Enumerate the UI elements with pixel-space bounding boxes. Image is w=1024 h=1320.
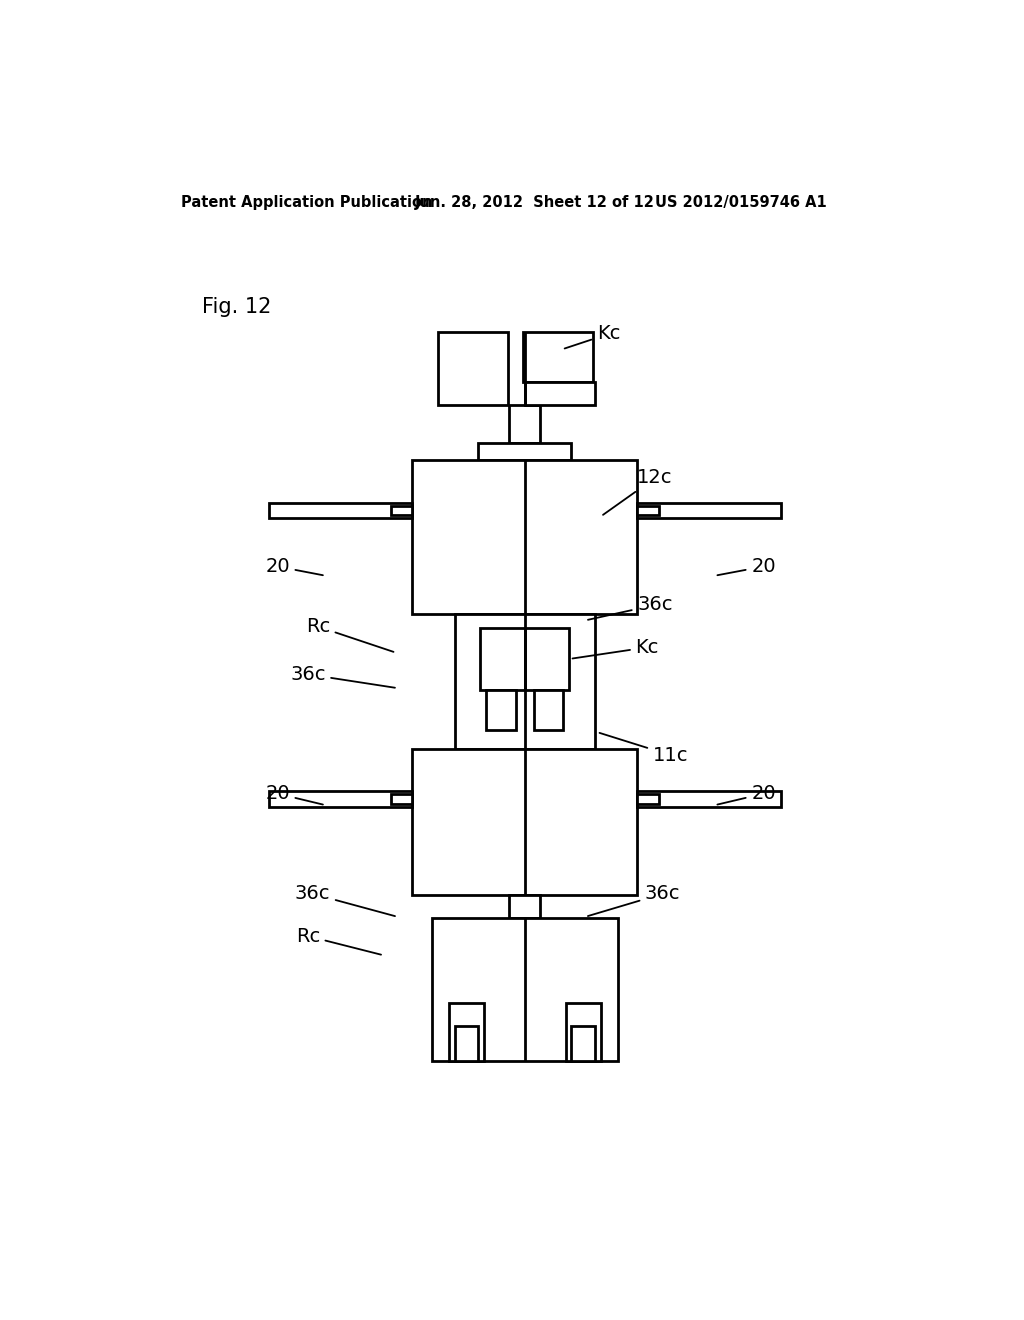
Bar xyxy=(523,331,593,381)
Bar xyxy=(455,614,595,748)
Text: US 2012/0159746 A1: US 2012/0159746 A1 xyxy=(655,195,826,210)
Bar xyxy=(478,444,571,461)
Bar xyxy=(438,331,508,405)
Text: Jun. 28, 2012  Sheet 12 of 12: Jun. 28, 2012 Sheet 12 of 12 xyxy=(415,195,654,210)
Bar xyxy=(269,503,413,517)
Bar xyxy=(566,1003,601,1061)
Bar xyxy=(637,506,658,515)
Text: 20: 20 xyxy=(718,557,776,576)
Bar xyxy=(509,405,541,444)
Text: 20: 20 xyxy=(265,784,323,805)
Text: Kc: Kc xyxy=(564,325,621,348)
Bar xyxy=(524,381,595,405)
Bar xyxy=(432,919,617,1061)
Bar xyxy=(269,792,413,807)
Text: 36c: 36c xyxy=(290,665,395,688)
Text: 20: 20 xyxy=(265,557,323,576)
Text: Patent Application Publication: Patent Application Publication xyxy=(180,195,432,210)
Bar xyxy=(486,689,516,730)
Text: 36c: 36c xyxy=(295,884,395,916)
Text: 12c: 12c xyxy=(603,469,673,515)
Bar xyxy=(413,461,637,614)
Bar xyxy=(571,1026,595,1061)
Bar xyxy=(637,792,780,807)
Text: Rc: Rc xyxy=(306,616,393,652)
Bar xyxy=(534,689,563,730)
Bar xyxy=(480,628,569,689)
Bar xyxy=(449,1003,483,1061)
Bar xyxy=(413,748,637,895)
Text: 36c: 36c xyxy=(588,595,673,620)
Text: 36c: 36c xyxy=(588,884,681,916)
Bar xyxy=(455,1026,478,1061)
Bar xyxy=(637,503,780,517)
Bar xyxy=(637,795,658,804)
Text: Rc: Rc xyxy=(296,927,381,954)
Text: Kc: Kc xyxy=(572,638,658,659)
Bar xyxy=(391,506,413,515)
Bar xyxy=(391,795,413,804)
Text: 11c: 11c xyxy=(599,733,688,764)
Text: Fig. 12: Fig. 12 xyxy=(202,297,271,317)
Text: 20: 20 xyxy=(718,784,776,805)
Bar xyxy=(509,895,541,919)
